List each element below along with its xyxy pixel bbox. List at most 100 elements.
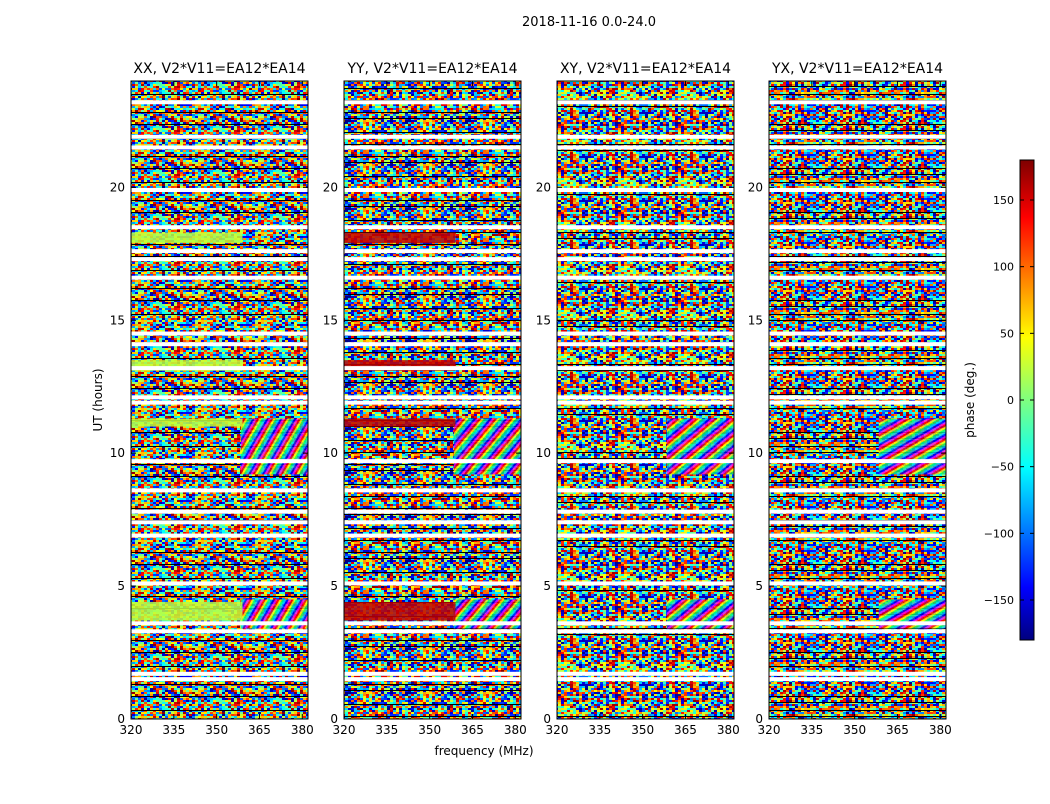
panel-solid-band [131, 602, 243, 621]
panel-fringe [240, 418, 308, 475]
flagged-row [344, 677, 521, 682]
colorbar-label: phase (deg.) [963, 362, 977, 438]
panel-solid-band [131, 232, 243, 244]
flagged-row [769, 275, 946, 280]
x-tick-label: 380 [929, 723, 952, 737]
panel-frame [556, 80, 735, 720]
y-tick-label: 15 [110, 313, 125, 327]
y-tick-label: 20 [536, 180, 551, 194]
flagged-row [344, 459, 521, 464]
flagged-row [557, 459, 734, 464]
x-tick-label: 350 [418, 723, 441, 737]
flagged-row [131, 225, 308, 230]
flagged-row [344, 145, 521, 150]
x-tick-label: 350 [631, 723, 654, 737]
flagged-row [131, 671, 308, 676]
flagged-row [769, 249, 946, 254]
colorbar-tick-label: 0 [1007, 394, 1014, 407]
flagged-row [769, 677, 946, 682]
panel-solid-band [344, 418, 456, 427]
flagged-row [344, 629, 521, 634]
flagged-row [557, 629, 734, 634]
y-tick-label: 10 [536, 446, 551, 460]
x-tick-label: 380 [717, 723, 740, 737]
y-tick-label: 0 [755, 712, 763, 726]
x-tick-label: 320 [758, 723, 781, 737]
flagged-row [769, 395, 946, 400]
x-tick-label: 350 [205, 723, 228, 737]
y-tick-label: 0 [330, 712, 338, 726]
flagged-row [131, 581, 308, 586]
x-tick-label: 365 [886, 723, 909, 737]
flagged-row [344, 134, 521, 139]
flagged-row [131, 145, 308, 150]
y-tick-label: 5 [117, 579, 125, 593]
flagged-row [557, 533, 734, 538]
flagged-row [344, 275, 521, 280]
panel-2: YY, V2*V11=EA12*EA14 320 335 350 365 380 0 5 10 1… [323, 61, 527, 737]
flagged-row [557, 581, 734, 586]
panel-solid-band [131, 360, 243, 371]
flagged-row [131, 459, 308, 464]
flagged-row [769, 366, 946, 371]
y-tick-label: 15 [536, 313, 551, 327]
flagged-row [769, 331, 946, 336]
panel-fringe [878, 418, 946, 475]
flagged-row [557, 671, 734, 676]
flagged-row [131, 342, 308, 347]
flagged-row [557, 275, 734, 280]
y-tick-label: 20 [748, 180, 763, 194]
flagged-row [769, 225, 946, 230]
flagged-row [344, 100, 521, 105]
colorbar-tick-label: 100 [993, 261, 1014, 274]
flagged-row [769, 400, 946, 405]
panel-frame [130, 80, 309, 720]
colorbar-tick-label: −100 [984, 527, 1014, 540]
panel-title: XX, V2*V11=EA12*EA14 [133, 61, 305, 77]
flagged-row [131, 257, 308, 262]
flagged-row [344, 395, 521, 400]
y-tick-label: 5 [330, 579, 338, 593]
flagged-row [557, 342, 734, 347]
flagged-row [557, 509, 734, 514]
flagged-row [769, 257, 946, 262]
flagged-row [344, 400, 521, 405]
panel-solid-band [344, 232, 456, 244]
flagged-row [131, 621, 308, 626]
x-tick-label: 320 [546, 723, 569, 737]
y-tick-label: 10 [110, 446, 125, 460]
flagged-row [557, 187, 734, 192]
x-tick-label: 365 [248, 723, 271, 737]
flagged-row [769, 581, 946, 586]
panel-frame [768, 80, 947, 720]
flagged-row [769, 459, 946, 464]
flagged-row [769, 629, 946, 634]
colorbar-tick-label: −50 [991, 461, 1014, 474]
x-tick-label: 365 [674, 723, 697, 737]
x-tick-label: 335 [800, 723, 823, 737]
flagged-row [131, 509, 308, 514]
panels-group: XX, V2*V11=EA12*EA14 320 335 350 365 380 0 5 10 1… [110, 61, 952, 737]
flagged-row [344, 342, 521, 347]
panel-solid-band [344, 360, 456, 371]
flagged-row [344, 533, 521, 538]
panel-solid-band [344, 602, 456, 621]
y-tick-label: 10 [323, 446, 338, 460]
panel-title: XY, V2*V11=EA12*EA14 [560, 61, 731, 77]
flagged-row [131, 134, 308, 139]
y-tick-label: 15 [323, 313, 338, 327]
flagged-row [769, 520, 946, 525]
flagged-row [769, 671, 946, 676]
x-tick-label: 380 [504, 723, 527, 737]
flagged-row [131, 187, 308, 192]
flagged-row [131, 533, 308, 538]
flagged-row [557, 621, 734, 626]
x-tick-label: 335 [375, 723, 398, 737]
flagged-row [344, 249, 521, 254]
x-tick-label: 335 [588, 723, 611, 737]
flagged-row [769, 187, 946, 192]
flagged-row [344, 331, 521, 336]
flagged-row [557, 400, 734, 405]
y-tick-label: 5 [755, 579, 763, 593]
flagged-row [131, 331, 308, 336]
